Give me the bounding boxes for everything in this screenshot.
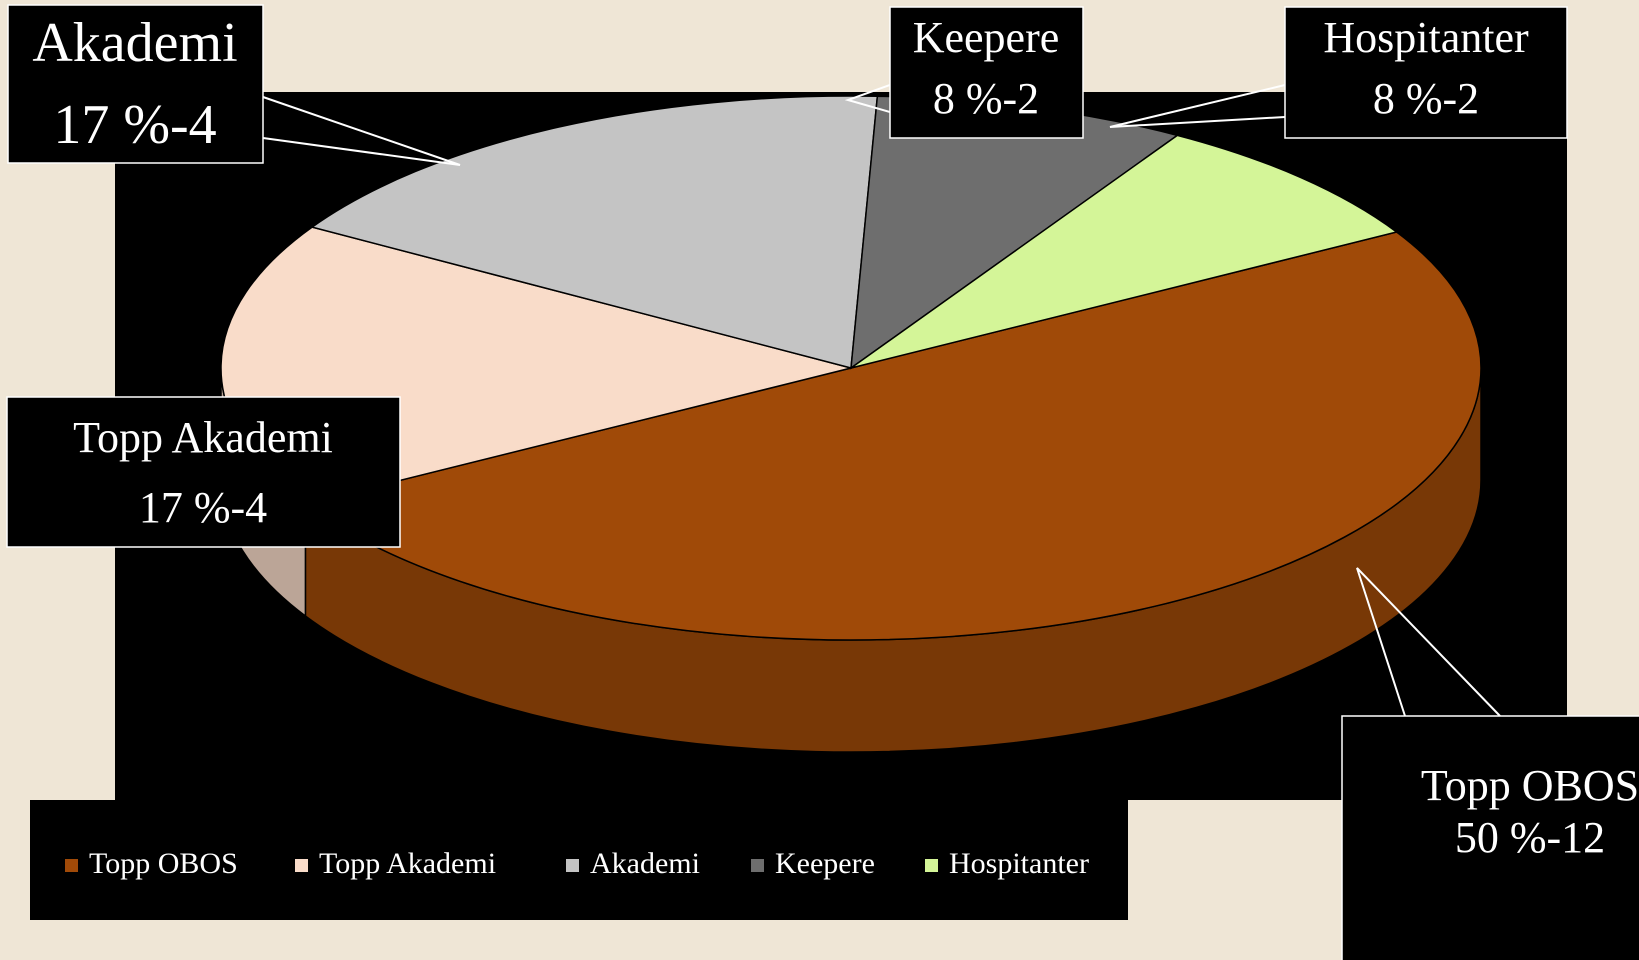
data-label-name: Keepere — [913, 13, 1060, 62]
label-box — [6, 396, 401, 548]
leader-line — [844, 84, 891, 113]
legend-label: Topp OBOS — [89, 847, 238, 880]
data-label-name: Topp Akademi — [73, 413, 333, 462]
data-label-value: 17 %-4 — [139, 483, 267, 532]
legend-label: Keepere — [775, 847, 875, 880]
legend: Topp OBOS Topp Akademi Akademi Keepere Hospi… — [65, 847, 1089, 880]
data-label-value: 8 %-2 — [933, 74, 1039, 123]
legend-swatch — [295, 859, 308, 872]
label-box — [889, 6, 1084, 139]
legend-swatch — [925, 859, 938, 872]
leader-line — [1109, 84, 1286, 128]
legend-label: Akademi — [590, 847, 700, 880]
data-label-value: 8 %-2 — [1373, 74, 1479, 123]
data-label-name: Hospitanter — [1323, 13, 1529, 62]
leader-line — [262, 96, 461, 166]
label-box — [1341, 715, 1639, 960]
data-label-value: 50 %-12 — [1455, 813, 1605, 862]
legend-label: Topp Akademi — [319, 847, 496, 880]
data-label-name: Topp OBOS — [1421, 761, 1639, 810]
leader-line — [1356, 567, 1501, 717]
legend-swatch — [751, 859, 764, 872]
label-box — [7, 4, 264, 164]
label-box — [1284, 6, 1568, 139]
pie-slice — [850, 134, 1399, 369]
pie-slice — [303, 231, 1482, 641]
legend-swatch — [566, 859, 579, 872]
data-label-value: 17 %-4 — [53, 94, 216, 156]
pie — [220, 95, 1482, 753]
data-label-name: Akademi — [32, 12, 237, 74]
legend-label: Hospitanter — [949, 847, 1089, 880]
legend-swatch — [65, 859, 78, 872]
